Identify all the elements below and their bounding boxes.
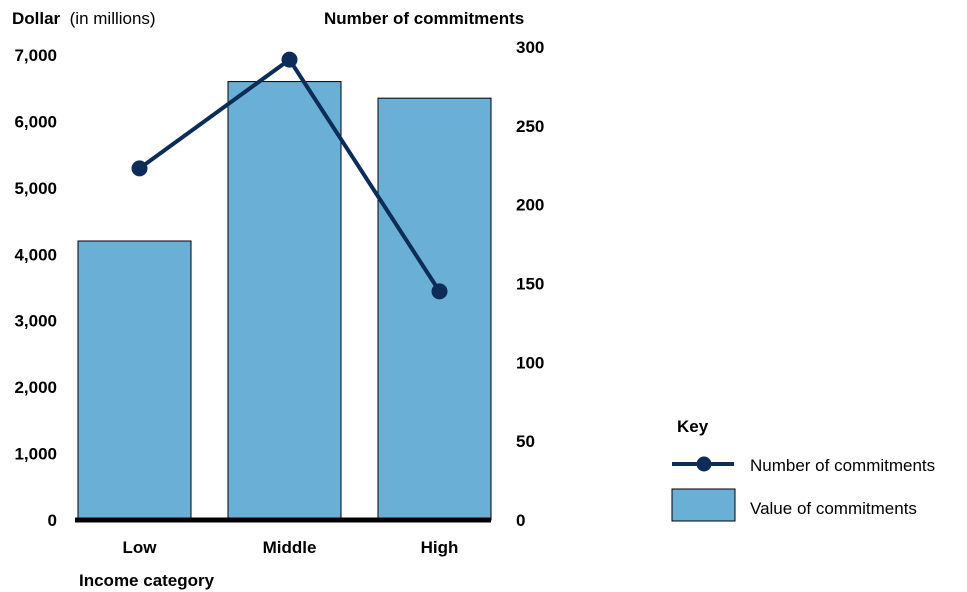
category-label: High [421, 538, 459, 557]
left-tick-label: 7,000 [14, 46, 57, 65]
right-tick-label: 0 [516, 511, 525, 530]
right-axis-ticks: 0 50 100 150 200 250 300 [516, 38, 544, 530]
left-axis-title: Dollar (in millions) [12, 9, 156, 28]
left-axis-title-bold: Dollar [12, 9, 61, 28]
line-series [131, 51, 448, 300]
left-tick-label: 6,000 [14, 112, 57, 131]
left-tick-label: 3,000 [14, 312, 57, 331]
bar [77, 240, 192, 521]
left-tick-label: 5,000 [14, 179, 57, 198]
left-tick-label: 0 [48, 511, 57, 530]
series-point [131, 160, 148, 177]
right-tick-label: 250 [516, 117, 544, 136]
bar [377, 97, 492, 521]
right-tick-label: 100 [516, 353, 544, 372]
series-point [431, 283, 448, 300]
right-tick-label: 150 [516, 275, 544, 294]
category-label: Middle [263, 538, 317, 557]
legend-item-value: Value of commitments [750, 499, 917, 518]
legend-marker-swatch [696, 456, 712, 472]
right-axis-title: Number of commitments [324, 9, 524, 28]
category-label: Low [123, 538, 158, 557]
bars [77, 81, 492, 521]
bar [227, 81, 342, 521]
left-tick-label: 4,000 [14, 245, 57, 264]
legend-item-number: Number of commitments [750, 456, 935, 475]
legend: Key Number of commitments Value of commi… [671, 417, 935, 522]
left-axis-ticks: 0 1,000 2,000 3,000 4,000 5,000 6,000 7,000 [14, 46, 57, 530]
right-tick-label: 200 [516, 196, 544, 215]
series-point [281, 51, 298, 68]
left-tick-label: 1,000 [14, 445, 57, 464]
right-tick-label: 50 [516, 432, 535, 451]
legend-title: Key [677, 417, 709, 436]
left-tick-label: 2,000 [14, 378, 57, 397]
legend-bar-swatch [671, 488, 736, 522]
x-axis-title: Income category [79, 571, 215, 590]
category-labels: Low Middle High [123, 538, 459, 557]
left-axis-title-rest: (in millions) [70, 9, 156, 28]
right-tick-label: 300 [516, 38, 544, 57]
